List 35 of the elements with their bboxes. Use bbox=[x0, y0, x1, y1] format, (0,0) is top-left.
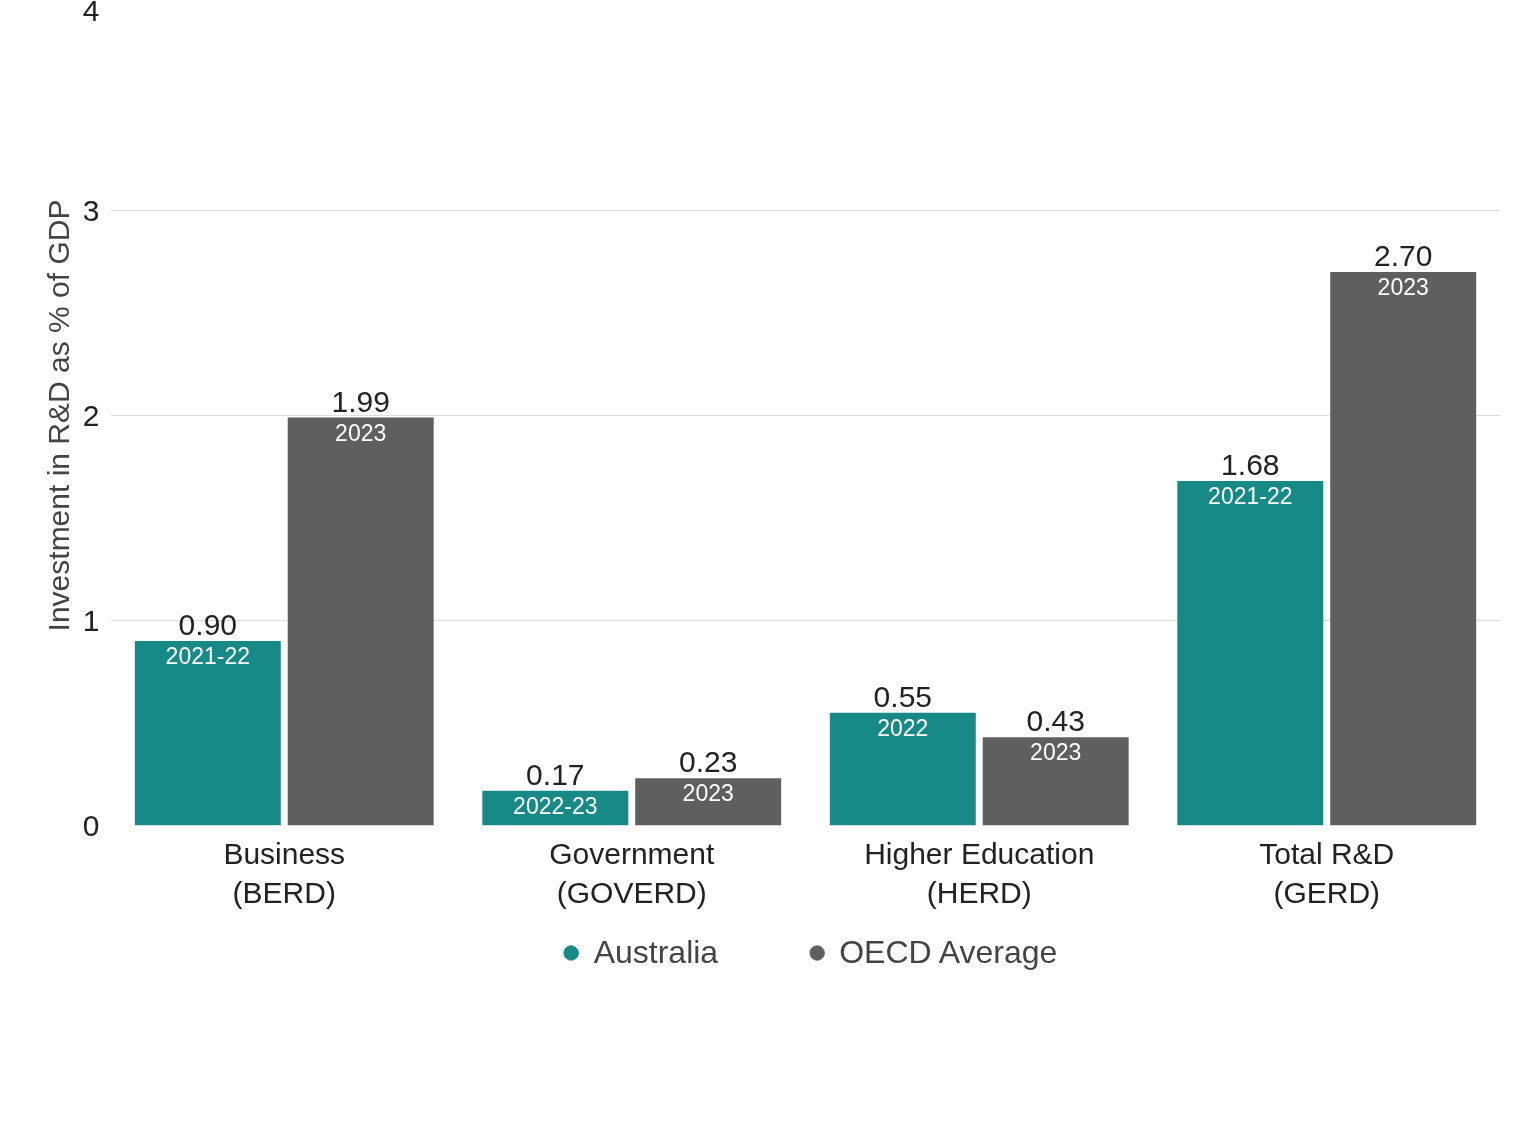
data-label: 0.90 bbox=[178, 608, 237, 641]
annotation: 2022-23 bbox=[513, 792, 598, 819]
bar bbox=[982, 737, 1129, 826]
bar bbox=[134, 641, 281, 826]
y-tick-label: 4 bbox=[82, 0, 100, 27]
data-label: 1.99 bbox=[331, 384, 390, 418]
y-tick-label: 0 bbox=[82, 808, 100, 842]
annotation: 2023 bbox=[1377, 274, 1429, 300]
data-label: 2.70 bbox=[1374, 239, 1433, 272]
legend-label: OECD Average bbox=[839, 933, 1058, 971]
x-tick-label: Higher Education (HERD) bbox=[864, 836, 1095, 910]
data-label: 0.23 bbox=[679, 745, 738, 779]
annotation: 2021-22 bbox=[165, 643, 251, 669]
x-tick-label: Business (BERD) bbox=[223, 836, 346, 910]
y-tick-label: 2 bbox=[82, 398, 100, 432]
data-label: 0.43 bbox=[1026, 704, 1085, 738]
legend-label: Australia bbox=[593, 933, 719, 971]
annotation: 2023 bbox=[1030, 739, 1082, 766]
annotation: 2021-22 bbox=[1208, 483, 1293, 510]
bar bbox=[1330, 272, 1477, 826]
data-label: 0.55 bbox=[873, 679, 932, 713]
y-tick-label: 1 bbox=[82, 603, 100, 637]
bar bbox=[635, 778, 782, 826]
x-tick-label: Government (GOVERD) bbox=[549, 836, 715, 910]
y-axis-title: Investment in R&D as % of GDP bbox=[41, 199, 75, 632]
annotation: 2022 bbox=[877, 714, 929, 741]
annotation: 2023 bbox=[682, 780, 734, 807]
x-tick-label: Total R&D (GERD) bbox=[1259, 836, 1395, 910]
bar bbox=[1177, 481, 1324, 826]
data-label: 1.68 bbox=[1221, 448, 1280, 482]
bar bbox=[287, 417, 434, 826]
bar bbox=[829, 712, 976, 826]
annotation: 2023 bbox=[335, 419, 387, 446]
y-tick-label: 3 bbox=[82, 193, 100, 227]
data-label: 0.17 bbox=[526, 757, 585, 791]
